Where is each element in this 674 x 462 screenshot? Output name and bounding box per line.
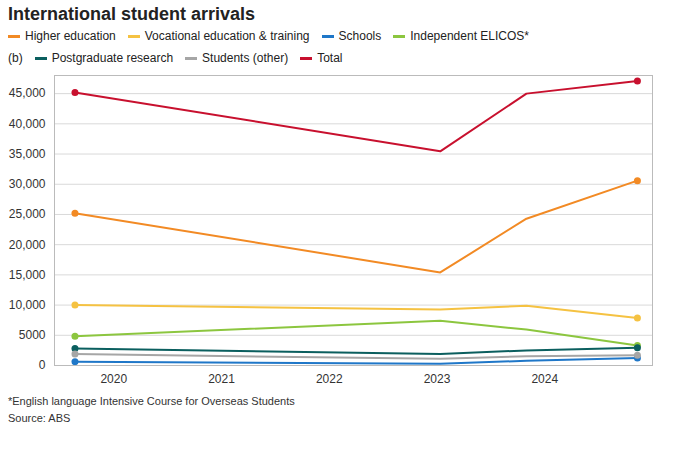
html-text:Students (other): Students (other) [202,51,289,65]
svg-text:2022: 2022 [316,372,343,386]
html-text:Schools: Schools [338,29,382,43]
svg-text:2024: 2024 [531,372,558,386]
svg-text:20,000: 20,000 [9,238,46,252]
html-text:International student arrivals: International student arrivals [8,4,256,24]
html-text:(b): (b) [8,51,23,65]
svg-text:25,000: 25,000 [9,207,46,221]
svg-text:2021: 2021 [208,372,235,386]
html-text:Vocational education & trainin: Vocational education & training [144,29,310,43]
svg-text:45,000: 45,000 [9,86,46,100]
svg-text:15,000: 15,000 [9,268,46,282]
svg-text:30,000: 30,000 [9,177,46,191]
html-text:Total: Total [317,51,343,65]
html-text:Postgraduate research: Postgraduate research [51,51,174,65]
svg-text:5000: 5000 [19,328,46,342]
svg-text:0: 0 [39,358,46,372]
html-text:Higher education: Higher education [25,29,116,43]
svg-text:35,000: 35,000 [9,147,46,161]
html-text:Independent ELICOS*: Independent ELICOS* [410,29,529,43]
svg-text:2023: 2023 [424,372,451,386]
html-text:Source: ABS: Source: ABS [8,412,71,424]
html-text:*English language Intensive Co: *English language Intensive Course for O… [8,395,295,407]
svg-text:2020: 2020 [100,372,127,386]
svg-text:10,000: 10,000 [9,298,46,312]
svg-text:40,000: 40,000 [9,117,46,131]
